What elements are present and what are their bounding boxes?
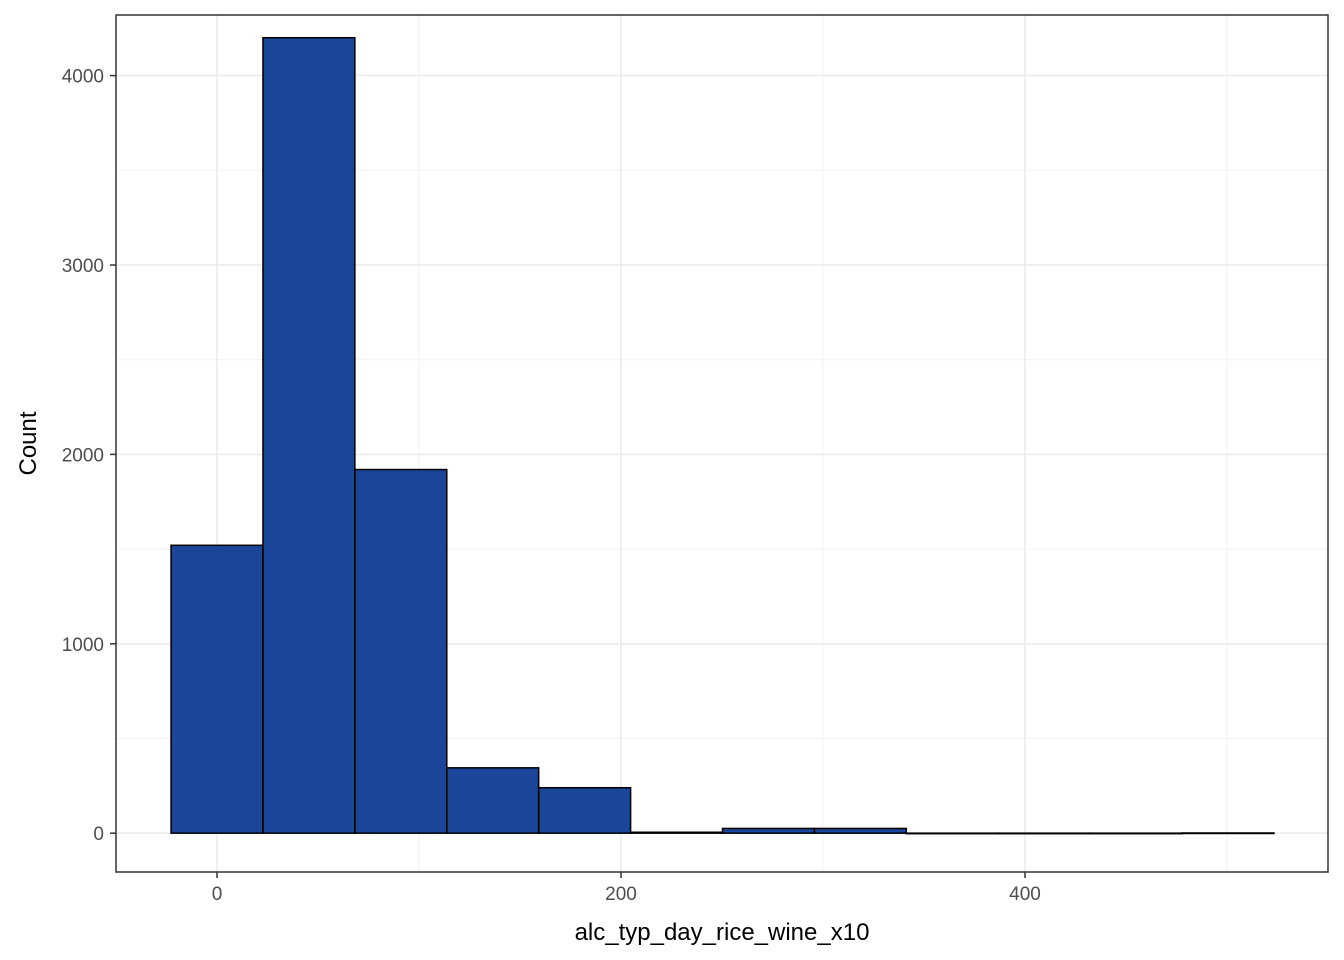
histogram-bar-11 bbox=[1089, 832, 1183, 835]
y-tick-label: 2000 bbox=[62, 445, 104, 466]
x-axis-ticks: 0 200 400 bbox=[212, 872, 1041, 905]
y-tick-label: 3000 bbox=[62, 256, 104, 277]
y-axis-ticks: 0 1000 2000 3000 4000 bbox=[62, 67, 116, 845]
y-tick-label: 4000 bbox=[62, 67, 104, 88]
histogram-bar-12 bbox=[1181, 832, 1275, 835]
histogram-bar-3 bbox=[354, 468, 448, 834]
x-tick-label: 200 bbox=[605, 884, 637, 905]
histogram-bar-2 bbox=[262, 36, 356, 834]
histogram-bar-1 bbox=[170, 544, 264, 834]
x-tick-label: 400 bbox=[1009, 884, 1041, 905]
histogram-bar-6 bbox=[629, 831, 724, 834]
y-tick-label: 1000 bbox=[62, 635, 104, 656]
panel-border bbox=[115, 14, 1329, 873]
histogram-bars bbox=[170, 36, 1275, 835]
y-tick-label: 0 bbox=[93, 824, 104, 845]
y-axis-title: Count bbox=[15, 411, 42, 475]
histogram-bar-8 bbox=[813, 827, 908, 834]
histogram-bar-5 bbox=[537, 786, 632, 834]
histogram-bar-4 bbox=[446, 767, 540, 834]
x-tick-label: 0 bbox=[212, 884, 223, 905]
histogram-bar-9 bbox=[905, 832, 999, 835]
histogram-bar-10 bbox=[997, 832, 1091, 835]
x-axis-title: alc_typ_day_rice_wine_x10 bbox=[575, 919, 870, 946]
histogram-bar-7 bbox=[721, 827, 816, 834]
